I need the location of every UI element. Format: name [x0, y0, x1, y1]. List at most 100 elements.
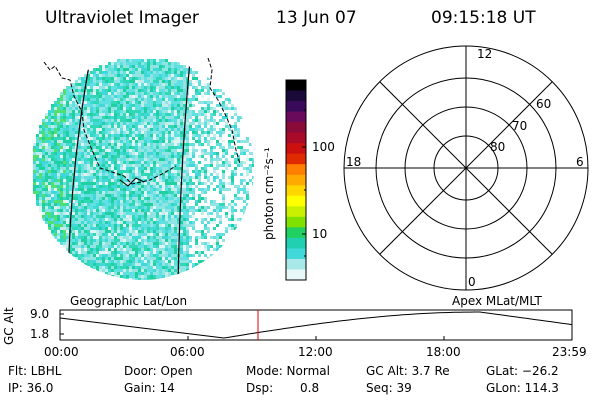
disc-pixel — [129, 269, 132, 272]
disc-pixel — [168, 92, 171, 95]
disc-pixel — [63, 176, 66, 179]
disc-pixel — [111, 167, 114, 170]
disc-pixel — [123, 77, 126, 80]
disc-pixel — [177, 110, 180, 113]
disc-pixel — [156, 173, 159, 176]
disc-pixel — [171, 236, 174, 239]
disc-pixel — [63, 146, 66, 149]
disc-pixel — [144, 272, 147, 275]
disc-pixel — [156, 137, 159, 140]
disc-pixel — [195, 176, 198, 179]
disc-pixel — [129, 185, 132, 188]
disc-pixel — [123, 65, 126, 68]
disc-pixel — [102, 176, 105, 179]
disc-pixel — [201, 242, 204, 245]
disc-pixel — [156, 68, 159, 71]
disc-pixel — [78, 227, 81, 230]
disc-pixel — [189, 260, 192, 263]
disc-pixel — [105, 89, 108, 92]
disc-pixel — [123, 221, 126, 224]
disc-pixel — [126, 209, 129, 212]
disc-pixel — [213, 218, 216, 221]
disc-pixel — [183, 164, 186, 167]
disc-pixel — [183, 257, 186, 260]
disc-pixel — [123, 143, 126, 146]
disc-pixel — [45, 128, 48, 131]
disc-pixel — [186, 218, 189, 221]
disc-pixel — [111, 200, 114, 203]
disc-pixel — [111, 215, 114, 218]
disc-pixel — [69, 125, 72, 128]
disc-pixel — [177, 146, 180, 149]
disc-pixel — [183, 239, 186, 242]
disc-pixel — [162, 278, 165, 280]
disc-pixel — [96, 185, 99, 188]
disc-pixel — [93, 83, 96, 86]
disc-pixel — [63, 95, 66, 98]
disc-pixel — [150, 98, 153, 101]
disc-pixel — [174, 62, 177, 65]
disc-pixel — [168, 269, 171, 272]
disc-pixel — [168, 116, 171, 119]
disc-pixel — [150, 182, 153, 185]
disc-pixel — [84, 104, 87, 107]
disc-pixel — [150, 122, 153, 125]
disc-pixel — [147, 260, 150, 263]
disc-pixel — [159, 218, 162, 221]
disc-pixel — [114, 149, 117, 152]
disc-pixel — [228, 140, 231, 143]
disc-pixel — [183, 188, 186, 191]
disc-pixel — [141, 212, 144, 215]
disc-pixel — [138, 263, 141, 266]
disc-pixel — [69, 107, 72, 110]
disc-pixel — [141, 224, 144, 227]
disc-pixel — [111, 230, 114, 233]
disc-pixel — [126, 263, 129, 266]
disc-pixel — [132, 149, 135, 152]
disc-pixel — [195, 170, 198, 173]
disc-pixel — [159, 239, 162, 242]
disc-pixel — [153, 188, 156, 191]
disc-pixel — [186, 140, 189, 143]
disc-pixel — [117, 65, 120, 68]
disc-pixel — [93, 140, 96, 143]
disc-pixel — [120, 95, 123, 98]
disc-pixel — [108, 137, 111, 140]
disc-pixel — [231, 173, 234, 176]
disc-pixel — [219, 128, 222, 131]
disc-pixel — [78, 92, 81, 95]
disc-pixel — [234, 203, 237, 206]
disc-pixel — [129, 272, 132, 275]
disc-pixel — [105, 137, 108, 140]
disc-pixel — [144, 83, 147, 86]
disc-pixel — [57, 143, 60, 146]
disc-pixel — [153, 203, 156, 206]
disc-pixel — [147, 269, 150, 272]
disc-pixel — [54, 110, 57, 113]
disc-pixel — [228, 128, 231, 131]
disc-pixel — [156, 146, 159, 149]
disc-pixel — [126, 275, 129, 278]
disc-pixel — [108, 221, 111, 224]
disc-pixel — [210, 221, 213, 224]
disc-pixel — [132, 236, 135, 239]
disc-pixel — [144, 65, 147, 68]
disc-pixel — [51, 152, 54, 155]
disc-pixel — [72, 248, 75, 251]
disc-pixel — [183, 197, 186, 200]
disc-pixel — [96, 257, 99, 260]
disc-pixel — [84, 260, 87, 263]
disc-pixel — [51, 191, 54, 194]
disc-pixel — [222, 233, 225, 236]
disc-pixel — [72, 218, 75, 221]
disc-pixel — [126, 77, 129, 80]
disc-pixel — [117, 140, 120, 143]
disc-pixel — [189, 158, 192, 161]
disc-pixel — [99, 86, 102, 89]
disc-pixel — [207, 104, 210, 107]
disc-pixel — [87, 152, 90, 155]
disc-pixel — [180, 137, 183, 140]
disc-pixel — [66, 89, 69, 92]
disc-pixel — [129, 209, 132, 212]
disc-pixel — [177, 197, 180, 200]
